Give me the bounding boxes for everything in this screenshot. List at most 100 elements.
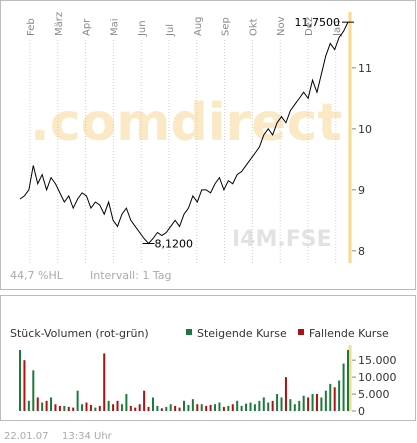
volume-bar (125, 394, 128, 411)
min-label: 8,1200 (155, 237, 194, 250)
price-line (19, 21, 349, 245)
volume-bar (156, 405, 159, 411)
range-label: 44,7 %HL (10, 269, 64, 282)
volume-bar (165, 406, 168, 411)
volume-bar (338, 380, 341, 411)
legend-label: Steigende Kurse (197, 327, 287, 340)
volume-bar (191, 399, 194, 411)
volume-bar (320, 397, 323, 411)
volume-bar (50, 397, 53, 411)
volume-bar (258, 400, 261, 411)
volume-bar (307, 397, 310, 411)
footer-time: 13:34 Uhr (62, 431, 113, 442)
y-tick-label: 11 (358, 62, 372, 75)
volume-bar (112, 404, 115, 411)
volume-bar (23, 360, 26, 411)
y-tick-label: 5.000 (358, 388, 390, 401)
volume-bar (169, 404, 172, 411)
volume-bar (218, 402, 221, 411)
month-label: Dez (304, 17, 315, 36)
volume-bar (347, 350, 349, 411)
volume-bar (63, 405, 66, 411)
volume-bar (302, 395, 305, 411)
legend-swatch (298, 329, 304, 335)
month-label: Aug (193, 16, 204, 36)
volume-bar (89, 404, 92, 411)
volume-bar (249, 402, 252, 411)
volume-bar (333, 387, 336, 411)
volume-bar (284, 377, 287, 411)
volume-bar (58, 405, 61, 411)
price-panel (0, 0, 416, 290)
volume-bar (324, 390, 327, 411)
interval-label: Intervall: 1 Tag (90, 269, 172, 282)
watermark: .comdirect (30, 93, 342, 153)
volume-bar (183, 400, 185, 411)
y-tick-label: 15.000 (358, 354, 397, 367)
volume-bar (19, 350, 21, 411)
volume-bar (174, 405, 177, 411)
volume-bar (27, 400, 30, 411)
volume-bar (196, 404, 199, 411)
max-label: 11,7500 (295, 16, 341, 29)
legend-swatch (186, 329, 192, 335)
volume-bar (298, 400, 301, 411)
volume-bar (67, 406, 70, 411)
month-label: Sep (221, 17, 232, 36)
legend-label: Fallende Kurse (309, 327, 389, 340)
volume-bar (276, 394, 279, 411)
month-label: Jul (165, 24, 176, 37)
volume-title: Stück-Volumen (rot-grün) (10, 327, 149, 340)
month-label: Jan (332, 21, 343, 37)
volume-bar (200, 404, 203, 411)
month-label: Okt (248, 18, 259, 36)
footer-date: 22.01.07 (4, 431, 49, 442)
volume-bar (267, 402, 270, 411)
month-label: Apr (82, 18, 93, 36)
volume-bar (41, 402, 44, 411)
y-tick-label: 10 (358, 123, 372, 136)
volume-bar (311, 394, 314, 411)
volume-bar (289, 399, 292, 411)
volume-bar (160, 408, 163, 411)
volume-bar (36, 397, 39, 411)
month-label: Nov (276, 16, 287, 36)
y-tick-label: 8 (358, 245, 365, 258)
volume-bar (32, 370, 35, 411)
volume-bar (178, 407, 181, 411)
volume-bar (227, 405, 230, 411)
volume-bar (209, 404, 212, 411)
volume-bar (138, 404, 141, 411)
volume-bar (280, 397, 283, 411)
month-label: Feb (26, 18, 37, 36)
month-label: Jun (137, 20, 148, 37)
volume-bar (240, 405, 243, 411)
y-tick-label: 9 (358, 184, 365, 197)
volume-bar (262, 397, 265, 411)
volume-bar (293, 404, 296, 411)
month-label: März (54, 12, 65, 36)
volume-bar (116, 400, 119, 411)
volume-bar (54, 404, 57, 411)
volume-bar (222, 406, 225, 411)
month-label: Mai (109, 18, 120, 36)
volume-bar (245, 403, 248, 411)
volume-bar (236, 400, 239, 411)
symbol: I4M.FSE (232, 227, 332, 252)
volume-bar (271, 400, 274, 411)
volume-bar (329, 383, 332, 411)
volume-bar (85, 402, 88, 411)
volume-bar (147, 406, 150, 411)
volume-bar (253, 404, 256, 411)
y-tick-label: 0 (358, 405, 365, 418)
volume-bar (342, 363, 345, 411)
volume-panel (0, 295, 416, 421)
volume-bar (81, 404, 84, 411)
volume-bar (187, 404, 190, 411)
volume-bar (76, 390, 79, 411)
volume-bar (45, 400, 48, 411)
volume-bar (151, 397, 154, 411)
volume-bar (107, 400, 110, 411)
volume-bar (205, 405, 208, 411)
